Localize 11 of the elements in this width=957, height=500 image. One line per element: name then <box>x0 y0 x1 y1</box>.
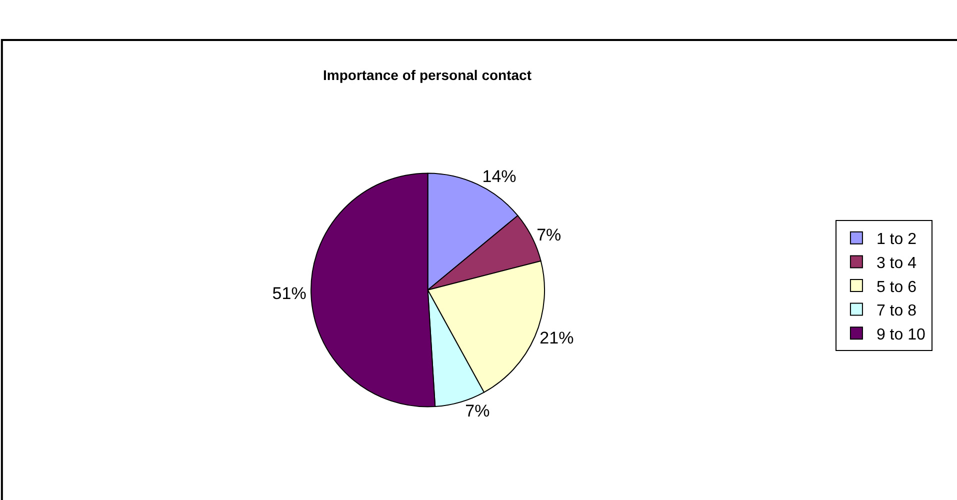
legend-label: 9 to 10 <box>876 326 926 344</box>
legend-label: 1 to 2 <box>876 231 917 248</box>
data-label: 51% <box>272 284 306 304</box>
data-label: 21% <box>540 328 574 348</box>
legend-label: 3 to 4 <box>876 254 917 272</box>
data-label: 7% <box>465 401 490 420</box>
legend-label: 5 to 6 <box>876 278 917 296</box>
data-label: 7% <box>536 226 562 245</box>
legend-label: 7 to 8 <box>876 302 917 320</box>
data-label: 14% <box>482 167 516 186</box>
chart-title: Importance of personal contact <box>323 67 532 83</box>
